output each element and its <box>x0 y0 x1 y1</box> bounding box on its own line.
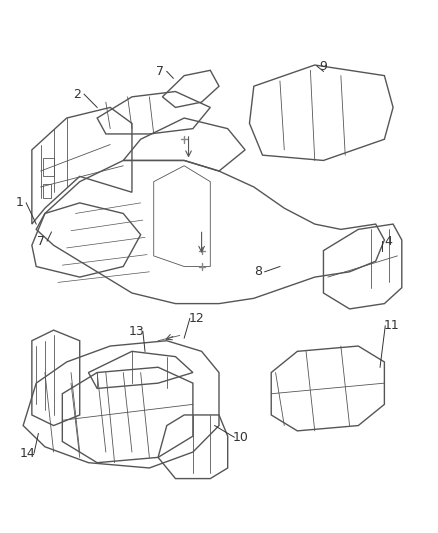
Bar <box>43 158 53 176</box>
Text: 4: 4 <box>385 235 393 247</box>
Text: 7: 7 <box>156 65 164 78</box>
Text: 12: 12 <box>188 312 204 325</box>
Text: 7: 7 <box>36 235 45 247</box>
Text: 1: 1 <box>16 196 24 209</box>
Text: 10: 10 <box>233 431 249 444</box>
Text: 11: 11 <box>384 319 399 333</box>
Text: 13: 13 <box>128 325 144 338</box>
Text: 14: 14 <box>20 447 35 459</box>
Bar <box>43 184 51 198</box>
Text: 2: 2 <box>74 87 81 101</box>
Text: 9: 9 <box>319 60 327 72</box>
Text: 8: 8 <box>254 265 262 278</box>
